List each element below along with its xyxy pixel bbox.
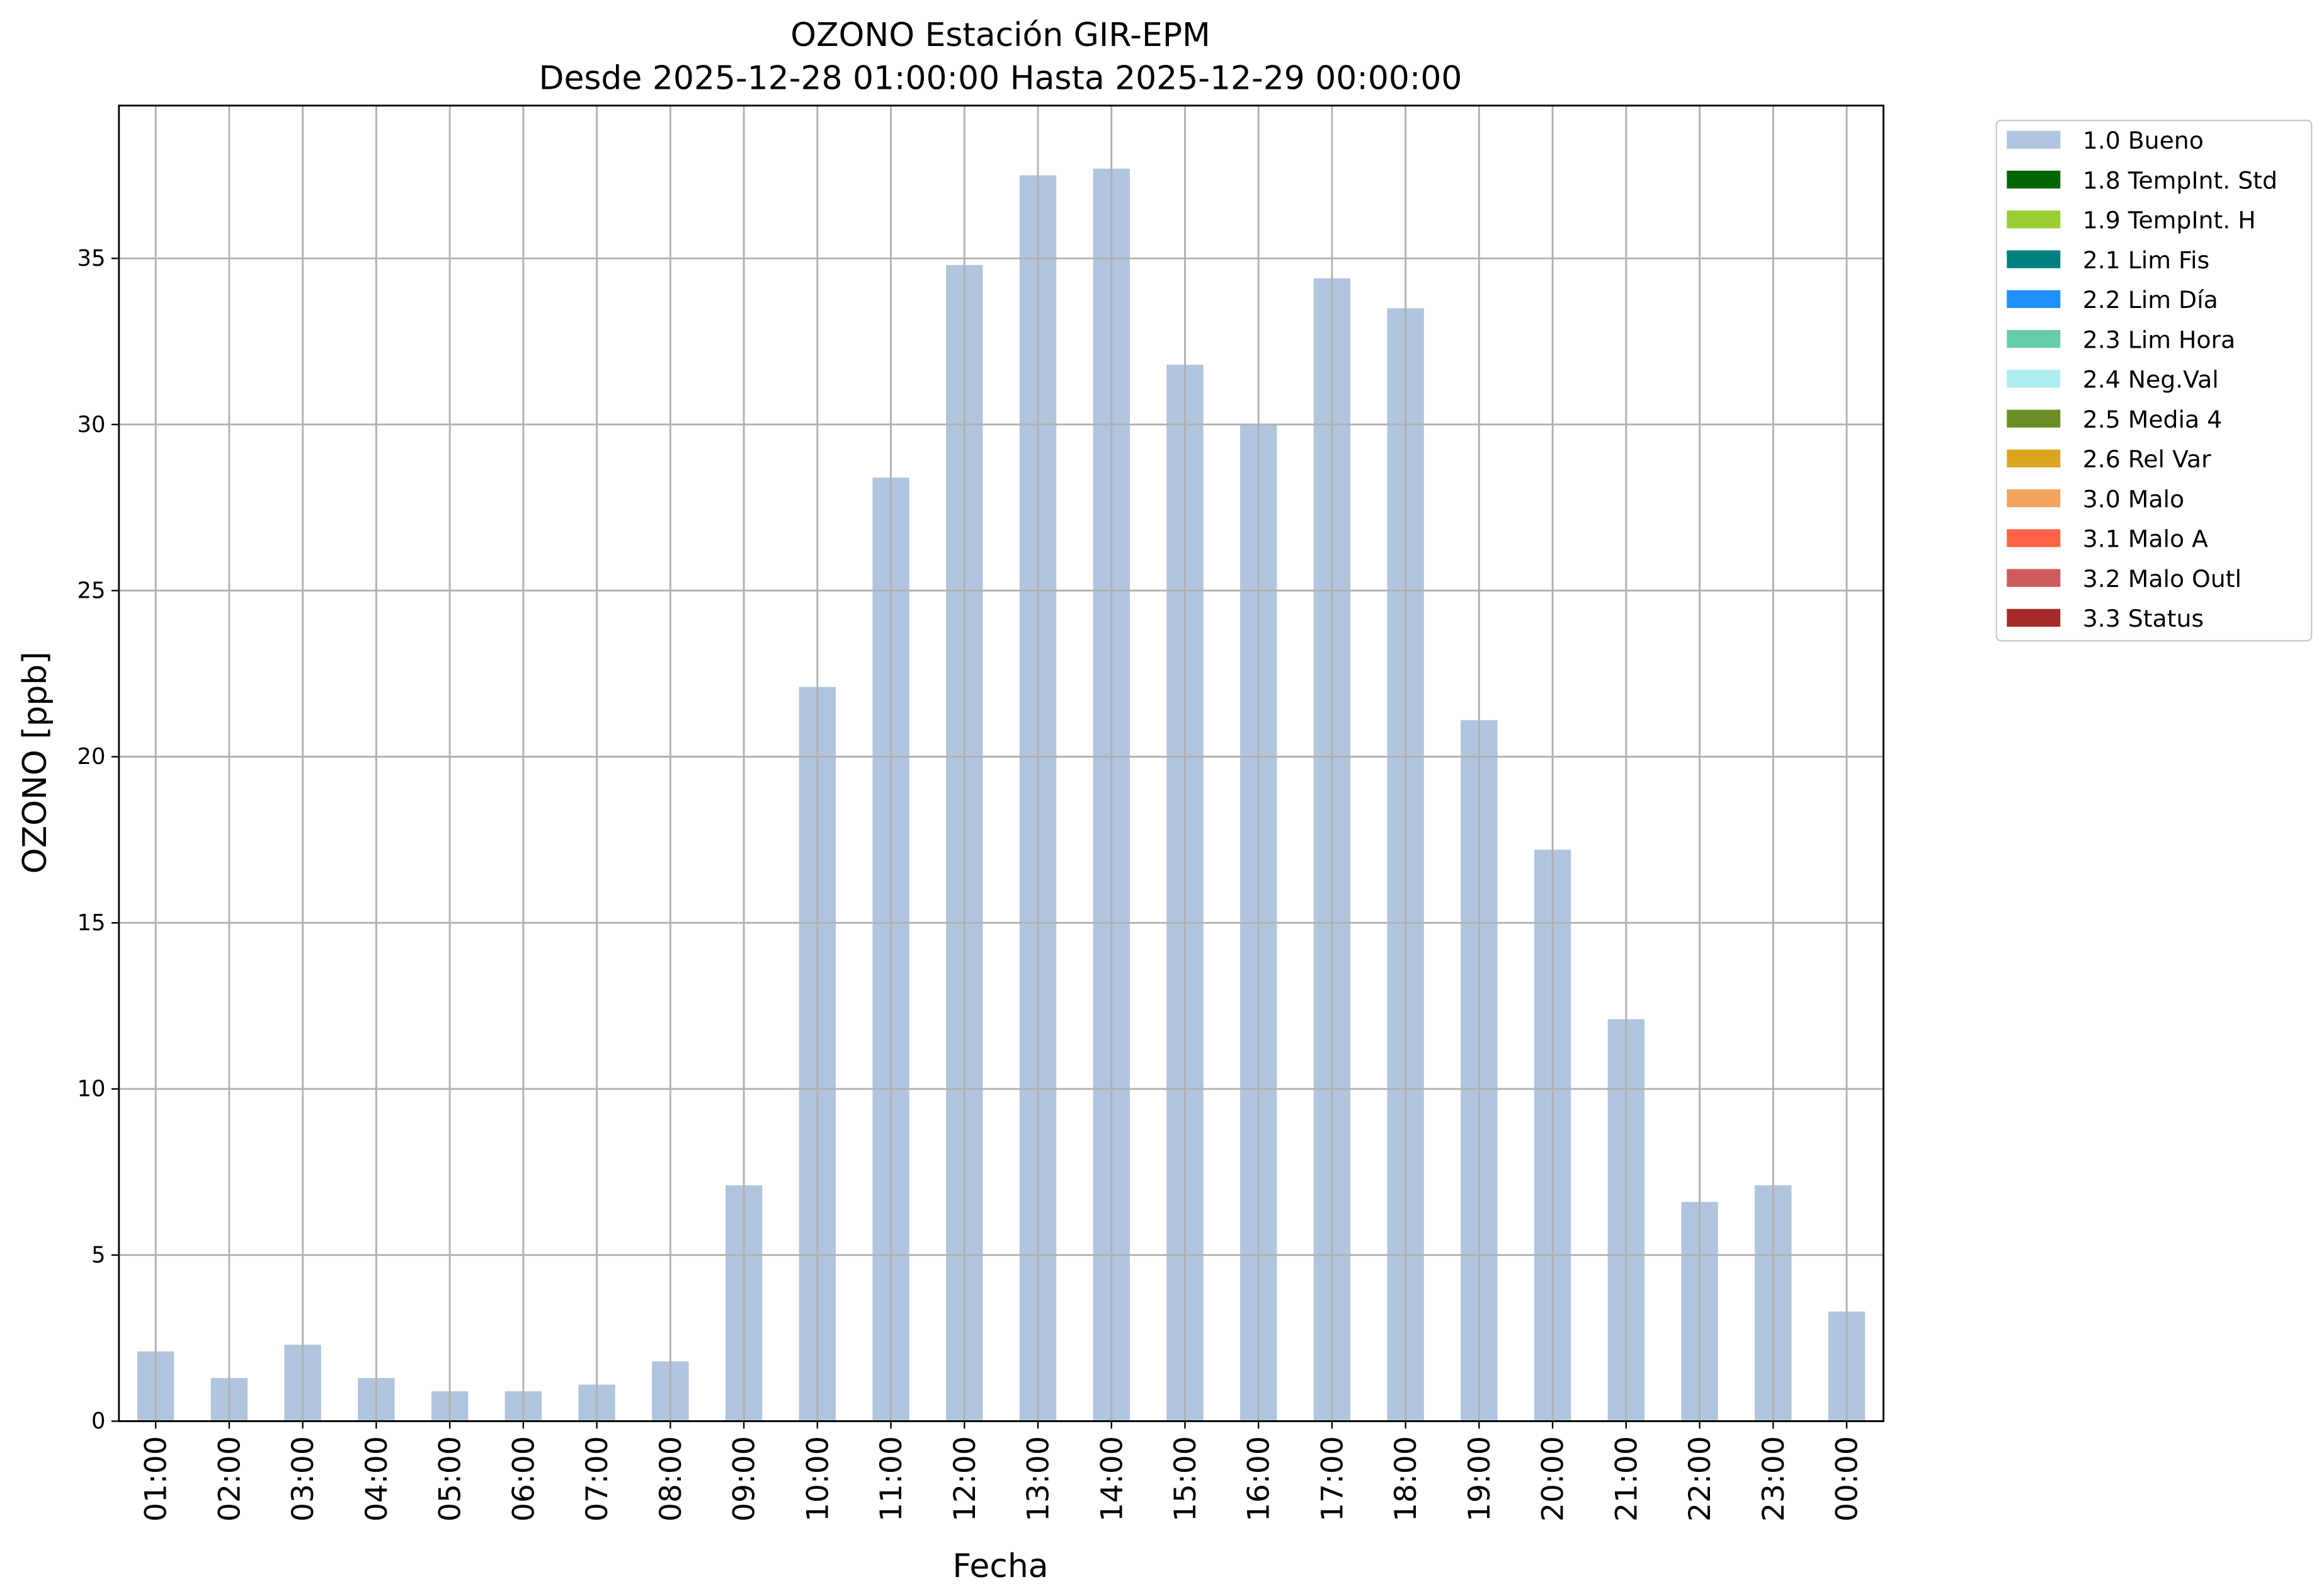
legend-swatch [2007, 569, 2061, 587]
y-tick-label: 30 [77, 412, 106, 438]
x-tick-label: 11:00 [874, 1436, 909, 1522]
legend-swatch [2007, 170, 2061, 189]
legend-label: 2.3 Lim Hora [2083, 326, 2235, 353]
plot-frame [118, 105, 1884, 1422]
legend-label: 3.3 Status [2083, 605, 2204, 632]
x-tick-label: 04:00 [360, 1436, 394, 1522]
x-tick-label: 00:00 [1830, 1436, 1865, 1522]
legend-swatch [2007, 210, 2061, 229]
x-tick-label: 18:00 [1389, 1436, 1423, 1522]
legend-label: 2.6 Rel Var [2083, 445, 2211, 473]
x-tick-label: 10:00 [801, 1436, 835, 1522]
x-tick-label: 05:00 [433, 1436, 468, 1522]
x-tick-label: 21:00 [1609, 1436, 1644, 1522]
x-tick-label: 15:00 [1168, 1436, 1203, 1522]
legend-label: 2.2 Lim Día [2083, 286, 2218, 314]
legend-label: 2.5 Media 4 [2083, 406, 2222, 433]
legend-box [1995, 120, 2313, 642]
legend-swatch [2007, 290, 2061, 309]
x-tick-label: 14:00 [1095, 1436, 1129, 1522]
x-tick-label: 02:00 [212, 1436, 247, 1522]
y-tick-label: 0 [91, 1408, 106, 1434]
legend-label: 3.1 Malo A [2083, 525, 2208, 553]
y-tick-label: 5 [91, 1242, 106, 1268]
legend-swatch [2007, 130, 2061, 149]
x-tick-label: 17:00 [1315, 1436, 1350, 1522]
legend-swatch [2007, 329, 2061, 348]
legend-swatch [2007, 529, 2061, 547]
legend-label: 1.8 TempInt. Std [2083, 166, 2277, 194]
legend-swatch [2007, 370, 2061, 388]
legend-swatch [2007, 608, 2061, 627]
y-tick-label: 10 [77, 1076, 106, 1102]
legend-label: 3.2 Malo Outl [2083, 565, 2242, 593]
x-tick-label: 09:00 [727, 1436, 762, 1522]
x-tick-label: 06:00 [506, 1436, 541, 1522]
chart-title: OZONO Estación GIR-EPM [790, 16, 1211, 54]
legend-swatch [2007, 250, 2061, 268]
legend-label: 2.1 Lim Fis [2083, 246, 2209, 274]
y-tick-label: 15 [77, 910, 106, 936]
x-tick-label: 16:00 [1242, 1436, 1277, 1522]
legend-label: 1.0 Bueno [2083, 127, 2204, 154]
x-tick-label: 01:00 [139, 1436, 174, 1522]
x-tick-label: 08:00 [654, 1436, 688, 1522]
x-tick-label: 07:00 [580, 1436, 615, 1522]
legend-swatch [2007, 449, 2061, 468]
y-tick-label: 20 [77, 744, 106, 770]
x-tick-label: 12:00 [948, 1436, 983, 1522]
chart-subtitle: Desde 2025-12-28 01:00:00 Hasta 2025-12-… [538, 60, 1462, 98]
y-axis-label: OZONO [ppb] [16, 651, 54, 874]
legend-swatch [2007, 409, 2061, 428]
y-tick-label: 25 [77, 578, 106, 604]
legend-label: 3.0 Malo [2083, 485, 2184, 513]
legend-label: 2.4 Neg.Val [2083, 366, 2219, 394]
x-tick-label: 22:00 [1683, 1436, 1718, 1522]
x-tick-label: 03:00 [286, 1436, 321, 1522]
legend-swatch [2007, 489, 2061, 508]
x-tick-label: 23:00 [1757, 1436, 1791, 1522]
x-tick-label: 19:00 [1462, 1436, 1497, 1522]
legend-label: 1.9 TempInt. H [2083, 207, 2256, 234]
y-tick-label: 35 [77, 246, 106, 271]
x-axis-label: Fecha [952, 1548, 1048, 1585]
x-tick-label: 20:00 [1536, 1436, 1571, 1522]
x-tick-label: 13:00 [1022, 1436, 1056, 1522]
